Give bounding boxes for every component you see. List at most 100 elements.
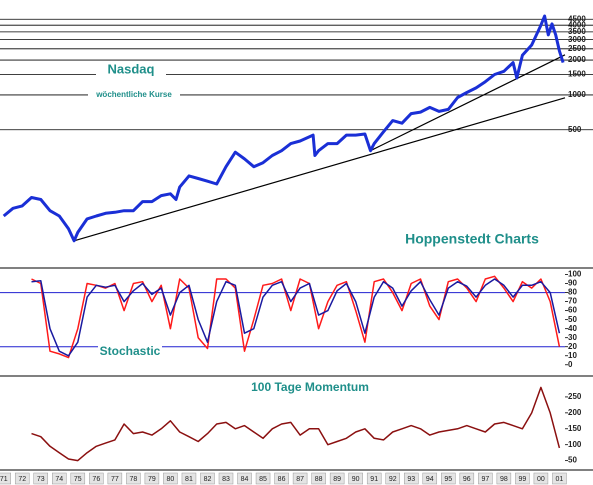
- y-tick-label: 1000: [568, 90, 586, 99]
- y-tick-label: 100: [568, 440, 582, 449]
- x-tick-box: [200, 472, 215, 485]
- x-tick-box: [218, 472, 234, 485]
- y-tick-label: 50: [568, 315, 577, 324]
- label-box: [96, 61, 166, 79]
- y-tick-label: 40: [568, 324, 577, 333]
- x-tick-label: 85: [259, 476, 267, 483]
- x-tick-box: [348, 472, 363, 485]
- y-tick-label: 70: [568, 297, 577, 306]
- x-tick-box: [33, 472, 49, 485]
- x-tick-label: 94: [426, 476, 434, 483]
- x-tick-box: [533, 472, 549, 485]
- chart-subtitle: wöchentliche Kurse: [95, 90, 172, 99]
- panel-title: Stochastic: [100, 344, 161, 358]
- x-tick-label: 86: [278, 476, 286, 483]
- y-tick-label: 150: [568, 424, 582, 433]
- y-tick-label: 90: [568, 279, 577, 288]
- x-tick-box: [237, 472, 252, 485]
- x-tick-box: [70, 472, 86, 485]
- panel-title: 100 Tage Momentum: [251, 380, 369, 394]
- label-box: [88, 89, 180, 101]
- x-tick-box: [107, 472, 123, 485]
- x-tick-label: 92: [389, 476, 397, 483]
- y-tick-label: 1500: [568, 70, 586, 79]
- x-tick-box: [89, 472, 104, 485]
- x-tick-label: 83: [222, 476, 230, 483]
- y-tick-label: 0: [568, 360, 573, 369]
- x-tick-label: 88: [315, 476, 323, 483]
- x-tick-label: 82: [204, 476, 212, 483]
- x-tick-label: 84: [241, 476, 249, 483]
- x-tick-label: 98: [500, 476, 508, 483]
- x-tick-box: [52, 472, 67, 485]
- x-tick-box: [403, 472, 419, 485]
- x-tick-box: [441, 472, 456, 485]
- x-tick-box: [329, 472, 345, 485]
- x-tick-box: [366, 472, 382, 485]
- y-tick-label: 50: [568, 456, 577, 465]
- x-tick-label: 81: [185, 476, 193, 483]
- x-tick-label: 00: [537, 476, 545, 483]
- x-tick-box: [478, 472, 493, 485]
- x-tick-box: [385, 472, 400, 485]
- y-tick-label: 80: [568, 288, 577, 297]
- series-line: [2, 14, 565, 243]
- x-tick-box: [274, 472, 289, 485]
- x-tick-label: 93: [407, 476, 415, 483]
- x-tick-label: 72: [18, 476, 26, 483]
- y-tick-label: 100: [568, 270, 582, 279]
- y-tick-label: 20: [568, 342, 577, 351]
- y-tick-label: 200: [568, 408, 582, 417]
- trend-line: [370, 54, 566, 152]
- y-tick-label: 250: [568, 392, 582, 401]
- x-tick-label: 89: [333, 476, 341, 483]
- x-tick-label: 87: [296, 476, 304, 483]
- y-tick-label: 3500: [568, 27, 586, 36]
- y-tick-label: 30: [568, 333, 577, 342]
- x-tick-label: 90: [352, 476, 360, 483]
- x-tick-box: [255, 472, 271, 485]
- series-line: [31, 386, 561, 462]
- y-tick-label: 500: [568, 125, 582, 134]
- x-tick-label: 95: [444, 476, 452, 483]
- x-tick-box: [311, 472, 326, 485]
- x-tick-label: 96: [463, 476, 471, 483]
- y-tick-label: 10: [568, 351, 577, 360]
- x-tick-label: 73: [37, 476, 45, 483]
- y-tick-label: 2500: [568, 44, 586, 53]
- series-line: [31, 278, 561, 357]
- x-tick-box: [496, 472, 512, 485]
- x-tick-box: [144, 472, 160, 485]
- chart-title: Nasdaq: [108, 61, 155, 76]
- x-tick-label: 77: [111, 476, 119, 483]
- annotation: Hoppenstedt Charts: [405, 231, 539, 247]
- x-tick-label: 99: [518, 476, 526, 483]
- x-tick-box: [181, 472, 197, 485]
- x-tick-label: 79: [148, 476, 156, 483]
- x-tick-box: [163, 472, 178, 485]
- x-tick-box: [459, 472, 475, 485]
- x-tick-box: [126, 472, 141, 485]
- x-tick-label: 01: [556, 476, 564, 483]
- trend-line: [73, 97, 566, 242]
- x-tick-label: 91: [370, 476, 378, 483]
- x-tick-box: [292, 472, 308, 485]
- x-tick-box: [552, 472, 567, 485]
- x-tick-label: 74: [55, 476, 63, 483]
- label-box: [98, 345, 162, 359]
- x-tick-label: 97: [481, 476, 489, 483]
- x-tick-box: [0, 472, 11, 485]
- x-tick-box: [515, 472, 530, 485]
- y-tick-label: 3000: [568, 35, 586, 44]
- x-tick-label: 71: [0, 476, 8, 483]
- y-tick-label: 4500: [568, 14, 586, 23]
- x-tick-box: [14, 472, 30, 485]
- x-tick-box: [422, 472, 438, 485]
- x-tick-label: 76: [92, 476, 100, 483]
- y-tick-label: 2000: [568, 55, 586, 64]
- x-tick-label: 75: [74, 476, 82, 483]
- y-tick-label: 60: [568, 306, 577, 315]
